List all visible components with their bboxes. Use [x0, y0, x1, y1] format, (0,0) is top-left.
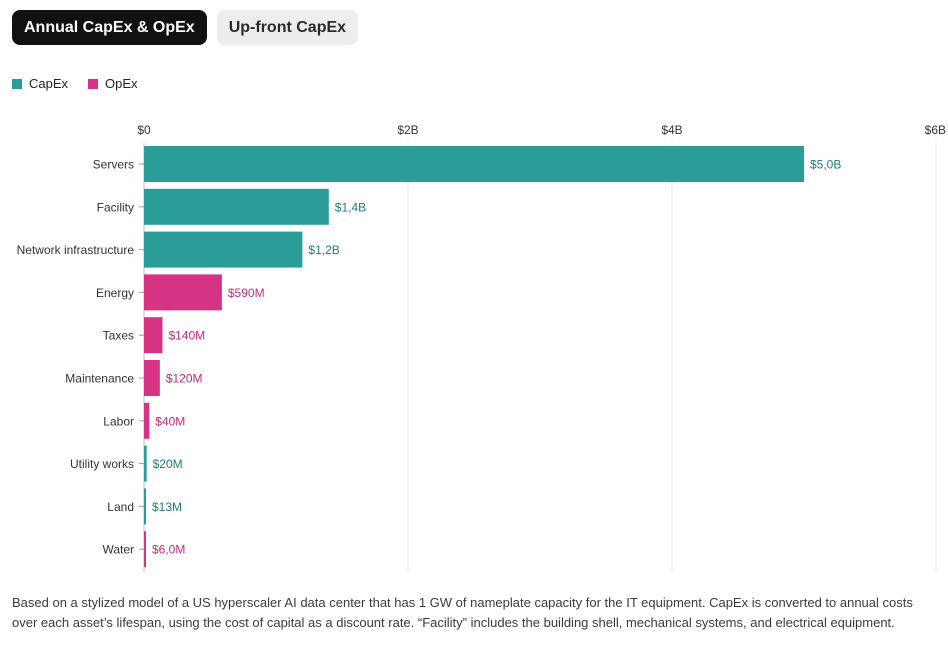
bar-energy: [144, 274, 222, 311]
chart-legend: CapEx OpEx: [12, 76, 138, 91]
bar-maintenance: [144, 360, 160, 396]
data-label: $13M: [152, 500, 182, 514]
x-tick-label: $0: [137, 123, 151, 137]
data-label: $6,0M: [152, 543, 185, 557]
category-label: Network infrastructure: [17, 243, 135, 257]
bar-network-infrastructure: [144, 231, 303, 268]
legend-label-opex: OpEx: [105, 76, 138, 91]
category-label: Land: [107, 500, 134, 514]
x-tick-label: $6B: [925, 123, 946, 137]
bar-labor: [144, 402, 150, 439]
data-label: $40M: [155, 414, 185, 428]
x-tick-label: $4B: [661, 123, 682, 137]
category-label: Taxes: [103, 329, 134, 343]
category-label: Maintenance: [65, 372, 134, 386]
bar-chart: $0 $2B $4B $6B Servers $5,0B Facility $1,4B Netw…: [17, 123, 946, 572]
view-tabs: Annual CapEx & OpEx Up-front CapEx: [12, 10, 359, 45]
bar-utility-works: [144, 445, 147, 482]
chart-caption: Based on a stylized model of a US hypers…: [12, 595, 913, 630]
data-label: $1,4B: [335, 200, 366, 214]
category-label: Energy: [96, 286, 134, 300]
category-label: Water: [102, 543, 134, 557]
legend-swatch-opex: [88, 78, 99, 89]
category-label: Facility: [97, 200, 134, 214]
tab-annual-capex-opex[interactable]: Annual CapEx & OpEx: [12, 10, 207, 45]
legend-swatch-capex: [12, 78, 22, 89]
tab-up-front-capex[interactable]: Up-front CapEx: [216, 10, 359, 45]
bar-facility: [144, 188, 329, 225]
bar-servers: [144, 146, 804, 182]
bar-water: [144, 531, 146, 568]
data-label: $590M: [228, 286, 265, 300]
data-label: $5,0B: [810, 158, 841, 172]
data-label: $1,2B: [308, 243, 339, 257]
category-label: Utility works: [70, 457, 134, 471]
x-tick-label: $2B: [397, 123, 418, 137]
legend-item-opex: OpEx: [88, 76, 138, 91]
category-label: Labor: [103, 414, 134, 428]
bar-land: [144, 488, 146, 525]
legend-item-capex: CapEx: [12, 76, 68, 91]
data-label: $20M: [153, 457, 183, 471]
category-label: Servers: [93, 158, 134, 172]
data-label: $140M: [168, 329, 205, 343]
bar-taxes: [144, 317, 163, 354]
legend-label-capex: CapEx: [29, 76, 69, 91]
data-label: $120M: [166, 372, 203, 386]
